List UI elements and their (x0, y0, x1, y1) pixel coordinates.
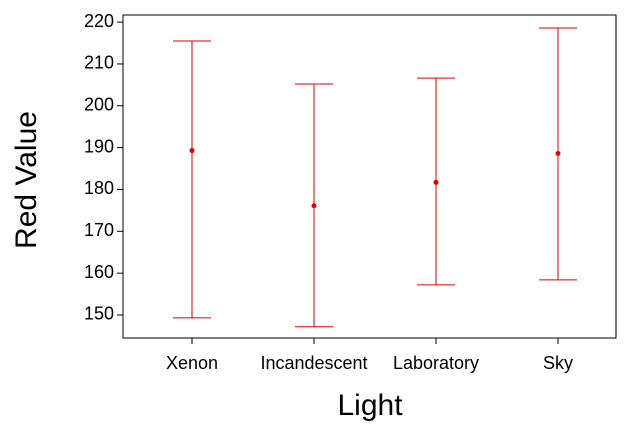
mean-point (433, 179, 439, 185)
x-tick-label: Sky (543, 353, 573, 373)
plot-frame (122, 14, 617, 339)
mean-point (311, 203, 317, 209)
y-tick-label: 190 (84, 136, 114, 156)
x-tick-label: Laboratory (393, 353, 479, 373)
y-tick-label: 200 (84, 95, 114, 115)
mean-point (189, 148, 195, 154)
x-axis-title: Light (337, 389, 403, 422)
mean-point (555, 150, 561, 156)
y-tick-label: 210 (84, 53, 114, 73)
y-tick-label: 160 (84, 262, 114, 282)
y-tick-label: 170 (84, 220, 114, 240)
y-tick-label: 220 (84, 11, 114, 31)
x-tick-label: Xenon (166, 353, 218, 373)
x-tick-label: Incandescent (260, 353, 367, 373)
y-tick-label: 180 (84, 178, 114, 198)
y-axis-title: Red Value (10, 111, 43, 249)
y-tick-label: 150 (84, 304, 114, 324)
